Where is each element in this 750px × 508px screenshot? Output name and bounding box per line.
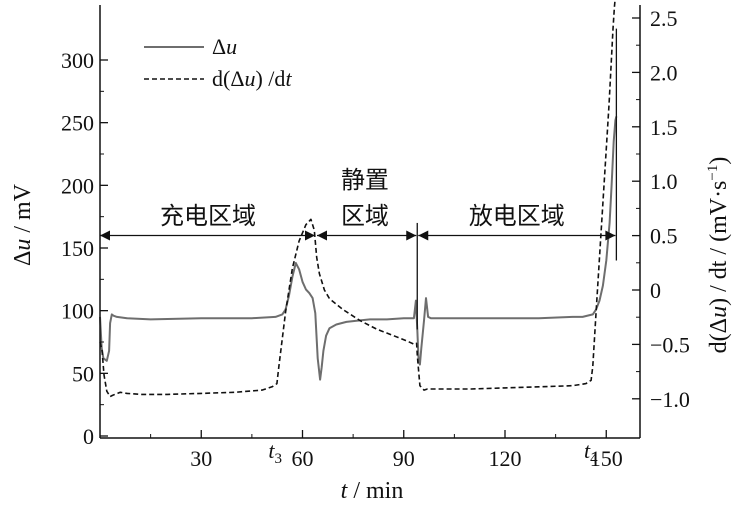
series-line-du	[99, 116, 618, 381]
y-left-tick-label: 300	[61, 48, 94, 73]
arrow-head	[605, 230, 616, 241]
y-left-tick-label: 200	[61, 173, 94, 198]
y-left-tick-label: 150	[61, 236, 94, 261]
x-axis-title: t / min	[341, 478, 404, 504]
x-tick-label: 120	[489, 446, 522, 471]
y-left-tick-label: 250	[61, 111, 94, 136]
x-special-tick-label: t3	[268, 438, 282, 467]
arrow-head	[305, 230, 315, 241]
x-tick-label: 30	[190, 446, 212, 471]
y-right-tick-label: 2.5	[650, 6, 678, 31]
y-right-tick-label: −0.5	[650, 332, 690, 357]
arrow-head	[406, 230, 417, 241]
x-tick-label: 90	[393, 446, 415, 471]
y-left-axis-title: Δu / mV	[10, 183, 36, 266]
x-special-tick-label: t4	[584, 438, 598, 467]
y-right-axis-title: d(Δu) / dt / (mV·s−1)	[705, 157, 732, 354]
region-label-line2: 区域	[341, 202, 389, 230]
legend-label-du: Δu	[212, 34, 237, 59]
plot-area	[99, 0, 618, 398]
region-label: 放电区域	[469, 202, 565, 230]
arrow-head	[100, 230, 110, 241]
y-right-tick-label: −1.0	[650, 387, 690, 412]
arrow-head	[317, 230, 327, 241]
y-right-tick-label: 2.0	[650, 60, 678, 85]
y-right-tick-label: 1.5	[650, 115, 678, 140]
legend-label-ddu-dt: d(Δu) /dt	[212, 66, 292, 91]
legend: Δu d(Δu) /dt	[144, 34, 292, 91]
axes: 30 60 90 120 150 t3 t4 0 50 100 150 200 250 300 −1.0 −0…	[10, 5, 732, 504]
region-label-line1: 静置	[341, 166, 389, 194]
y-left-tick-label: 50	[72, 361, 94, 386]
y-right-tick-label: 1.0	[650, 169, 678, 194]
y-left-tick-label: 100	[61, 299, 94, 324]
y-left-tick-label: 0	[83, 424, 94, 449]
y-right-tick-label: 0.5	[650, 224, 678, 249]
region-label: 充电区域	[160, 202, 256, 230]
x-tick-label: 150	[590, 446, 623, 471]
x-tick-label: 60	[292, 446, 314, 471]
y-right-tick-label: 0	[650, 278, 661, 303]
series-line-ddu-dt	[99, 0, 616, 398]
arrow-head	[418, 230, 429, 241]
